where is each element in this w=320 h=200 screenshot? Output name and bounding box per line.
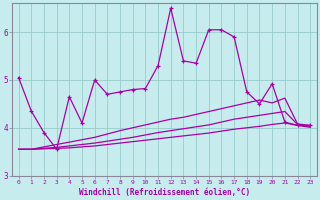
X-axis label: Windchill (Refroidissement éolien,°C): Windchill (Refroidissement éolien,°C) <box>79 188 250 197</box>
